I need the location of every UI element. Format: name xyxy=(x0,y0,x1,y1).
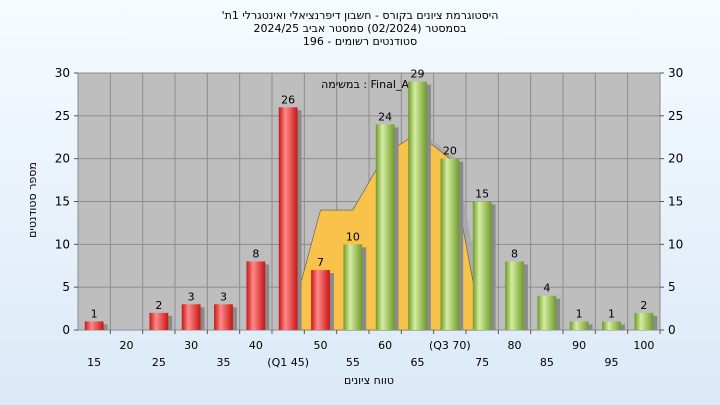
x-tick-label: (Q3 70) xyxy=(429,339,471,352)
y-tick-label-left: 20 xyxy=(55,152,70,166)
bar-value-label: 8 xyxy=(511,247,518,260)
histogram-bar xyxy=(214,304,233,330)
y-axis-title: מספר סטודנטים xyxy=(26,162,39,238)
histogram-bar xyxy=(537,295,557,330)
x-tick-label: 20 xyxy=(120,339,134,352)
histogram-bar xyxy=(246,261,266,330)
histogram-bar xyxy=(149,312,169,330)
x-tick-label: 65 xyxy=(411,356,425,369)
histogram-bar xyxy=(472,201,492,330)
histogram-bar xyxy=(505,261,524,330)
histogram-bar xyxy=(84,321,104,330)
y-tick-label-left: 25 xyxy=(55,109,70,123)
y-tick-label-right: 25 xyxy=(668,109,683,123)
bar-value-label: 1 xyxy=(91,307,98,320)
bar-value-label: 15 xyxy=(475,188,489,201)
x-tick-label: 15 xyxy=(87,356,101,369)
chart-subtitle-semester: בסמסטר (02/2024) סמסטר אביב 2024/25 xyxy=(253,22,467,35)
bar-value-label: 2 xyxy=(640,299,647,312)
x-axis-title: טווח ציונים xyxy=(344,374,394,387)
bar-value-label: 7 xyxy=(317,256,324,269)
bar-value-label: 1 xyxy=(576,307,583,320)
y-tick-label-right: 10 xyxy=(668,237,683,251)
x-tick-label: (Q1 45) xyxy=(267,356,309,369)
x-tick-label: 85 xyxy=(540,356,554,369)
y-tick-label-right: 15 xyxy=(668,195,683,209)
bar-value-label: 10 xyxy=(346,230,360,243)
x-tick-label: 95 xyxy=(605,356,619,369)
chart-subtitle-students: סטודנטים רשומים - 196 xyxy=(302,35,418,48)
histogram-bar xyxy=(634,312,654,330)
legend-text: במשימה : Final_A xyxy=(321,78,409,91)
y-tick-label-right: 5 xyxy=(668,280,676,294)
x-tick-label: 35 xyxy=(217,356,231,369)
x-tick-label: 30 xyxy=(184,339,198,352)
histogram-bar xyxy=(602,321,621,330)
histogram-bar xyxy=(569,321,589,330)
y-tick-label-right: 20 xyxy=(668,152,683,166)
x-tick-label: 25 xyxy=(152,356,166,369)
y-tick-label-left: 0 xyxy=(62,323,70,337)
x-tick-label: 100 xyxy=(633,339,654,352)
bar-value-label: 2 xyxy=(155,299,162,312)
y-tick-label-left: 5 xyxy=(62,280,70,294)
y-tick-label-left: 15 xyxy=(55,195,70,209)
y-tick-label-left: 30 xyxy=(55,66,70,80)
bar-value-label: 3 xyxy=(188,290,195,303)
x-tick-label: 75 xyxy=(475,356,489,369)
x-tick-label: 60 xyxy=(378,339,392,352)
x-tick-label: 40 xyxy=(249,339,263,352)
histogram-bar xyxy=(278,107,298,331)
bar-value-label: 20 xyxy=(443,145,457,158)
bar-value-label: 24 xyxy=(378,110,392,123)
bar-value-label: 4 xyxy=(543,282,550,295)
histogram-bar xyxy=(440,158,460,330)
y-tick-label-left: 10 xyxy=(55,237,70,251)
histogram-bar xyxy=(311,270,330,330)
bar-value-label: 1 xyxy=(608,307,615,320)
chart-title: 'היסטוגרמת ציונים בקורס - חשבון דיפרנציא… xyxy=(221,9,499,22)
x-tick-label: 90 xyxy=(572,339,586,352)
x-tick-label: 50 xyxy=(314,339,328,352)
bar-value-label: 26 xyxy=(281,93,295,106)
x-tick-label: 55 xyxy=(346,356,360,369)
histogram-bar xyxy=(181,304,201,330)
bar-value-label: 29 xyxy=(411,68,425,81)
histogram-bar xyxy=(375,124,395,331)
bar-value-label: 3 xyxy=(220,290,227,303)
histogram-bar xyxy=(408,81,427,330)
x-tick-label: 80 xyxy=(508,339,522,352)
histogram-bar xyxy=(343,244,363,330)
bar-value-label: 8 xyxy=(252,247,259,260)
y-tick-label-right: 0 xyxy=(668,323,676,337)
y-tick-label-right: 30 xyxy=(668,66,683,80)
